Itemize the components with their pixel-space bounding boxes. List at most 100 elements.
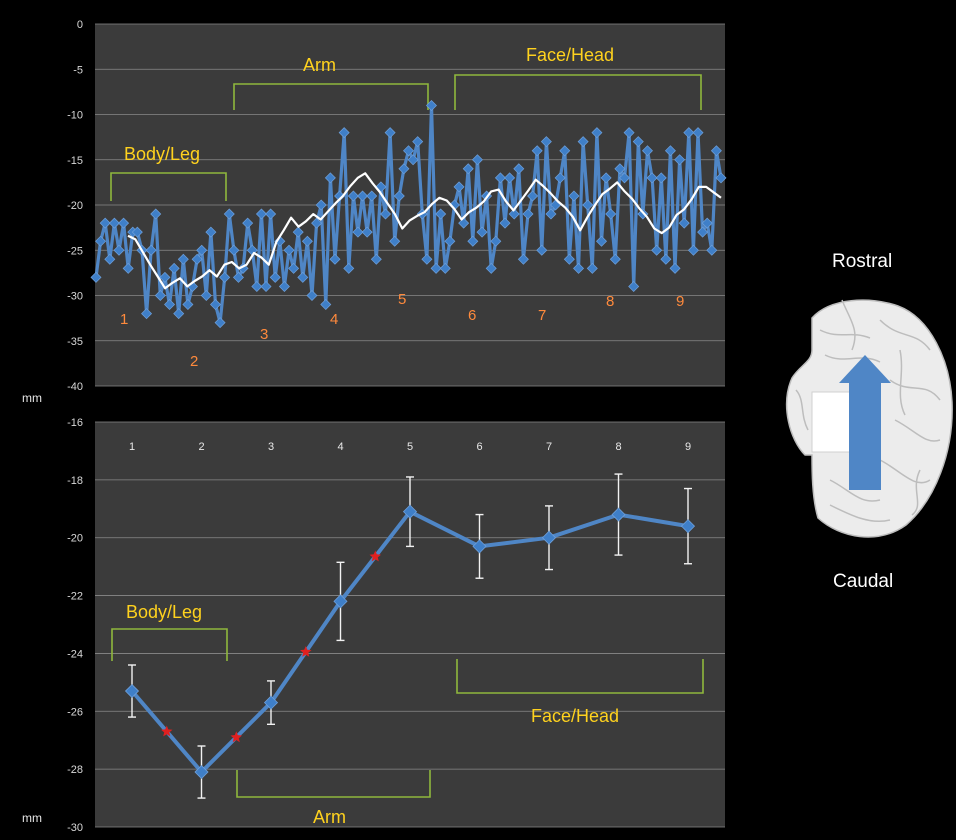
top-raw-point [90, 271, 102, 283]
top-raw-point [347, 190, 359, 202]
top-raw-point [559, 145, 571, 157]
top-raw-point [141, 308, 153, 320]
top-raw-point [352, 226, 364, 238]
top-raw-point [683, 127, 695, 139]
top-raw-point [357, 190, 369, 202]
top-raw-point [476, 226, 488, 238]
top-raw-point [214, 317, 226, 329]
top-region-face-head: Face/Head [526, 45, 614, 65]
bottom-y-ticks: -16 -18 -20 -22 -24 -26 -28 -30 [67, 417, 83, 834]
bottom-mean-point [194, 764, 209, 780]
bottom-y-tick-label: -24 [67, 648, 83, 660]
top-raw-point [444, 235, 456, 247]
top-raw-point [343, 262, 355, 274]
top-y-tick-label: 0 [77, 19, 83, 31]
segment-label-7: 7 [538, 307, 546, 324]
top-raw-point [196, 244, 208, 256]
top-raw-point [453, 181, 465, 193]
top-y-tick-label: -5 [73, 64, 83, 76]
top-raw-point [596, 235, 608, 247]
top-raw-point [618, 172, 630, 184]
top-raw-point [324, 172, 336, 184]
top-raw-point [154, 290, 166, 301]
top-raw-point [586, 262, 598, 274]
bottom-mean-point [263, 695, 279, 710]
bottom-category-label: 7 [546, 441, 552, 453]
top-raw-point [494, 172, 506, 184]
top-raw-point [701, 217, 713, 229]
top-raw-point [646, 172, 658, 184]
top-raw-point [641, 145, 653, 157]
top-raw-point [150, 208, 162, 220]
top-raw-point [655, 172, 667, 184]
top-raw-point [485, 262, 497, 274]
top-raw-point [370, 253, 382, 265]
top-raw-point [554, 172, 566, 184]
bottom-bracket-body-leg [111, 628, 228, 661]
top-raw-point [508, 208, 520, 220]
bottom-bracket-arm [236, 770, 431, 798]
top-raw-point [568, 190, 580, 202]
top-raw-point [255, 208, 267, 220]
top-raw-point [315, 199, 327, 211]
bottom-mean-point [402, 504, 418, 519]
top-raw-point [664, 145, 676, 157]
top-raw-point [182, 299, 194, 311]
top-raw-point [265, 208, 277, 220]
top-raw-point [384, 127, 396, 139]
segment-label-3: 3 [260, 326, 268, 343]
top-raw-point [108, 217, 120, 229]
top-raw-point [228, 244, 240, 256]
bottom-chart: -16 -18 -20 -22 -24 -26 -28 -30 mm 1 2 3 4 5 6 7 8 9 Bo… [22, 417, 725, 834]
top-bracket-face-head [454, 74, 702, 110]
top-raw-point [545, 208, 557, 220]
top-raw-point [697, 226, 709, 238]
top-raw-point [320, 299, 332, 311]
top-raw-point [605, 208, 617, 220]
top-raw-point [338, 127, 350, 139]
significance-star [161, 725, 173, 737]
top-raw-point [577, 136, 589, 148]
bottom-category-labels: 1 2 3 4 5 6 7 8 9 [129, 441, 691, 453]
bottom-category-label: 8 [615, 441, 621, 453]
rostral-label: Rostral [832, 251, 892, 272]
bottom-region-arm: Arm [313, 807, 346, 827]
top-raw-point [425, 99, 437, 111]
bottom-y-tick-label: -18 [67, 475, 83, 487]
bottom-category-label: 5 [407, 441, 413, 453]
top-raw-point [628, 280, 640, 292]
top-moving-average-line [127, 172, 722, 290]
top-region-arm: Arm [303, 55, 336, 75]
top-raw-point [104, 253, 116, 265]
top-raw-point [462, 163, 474, 175]
bottom-category-label: 3 [268, 441, 274, 453]
top-raw-point [591, 127, 603, 139]
top-raw-point [283, 244, 295, 256]
top-raw-point [678, 217, 690, 229]
top-raw-point [614, 163, 626, 175]
segment-label-5: 5 [398, 291, 406, 308]
top-chart: 0 -5 -10 -15 -20 -25 -30 -35 -40 mm Body/Leg Arm… [22, 19, 727, 405]
bottom-y-tick-label: -30 [67, 822, 83, 834]
top-raw-point [540, 136, 552, 148]
top-raw-point [435, 208, 447, 220]
top-raw-point [421, 253, 433, 265]
top-raw-point [232, 271, 244, 283]
bottom-mean-point [333, 594, 348, 609]
top-raw-point [251, 280, 263, 292]
top-raw-point [687, 244, 699, 256]
significance-star [369, 550, 381, 562]
top-raw-point [99, 217, 111, 229]
bottom-mean-point [680, 519, 696, 534]
segment-label-1: 1 [120, 311, 128, 328]
top-bracket-arm [233, 83, 429, 110]
top-region-body-leg: Body/Leg [124, 144, 200, 164]
bottom-y-tick-label: -26 [67, 706, 83, 718]
top-raw-point [131, 226, 143, 238]
top-y-tick-label: -40 [67, 381, 83, 393]
top-raw-point [159, 271, 171, 283]
top-raw-point [242, 217, 254, 229]
top-raw-point [113, 244, 125, 256]
bottom-y-tick-label: -28 [67, 764, 83, 776]
top-raw-point [311, 217, 323, 229]
